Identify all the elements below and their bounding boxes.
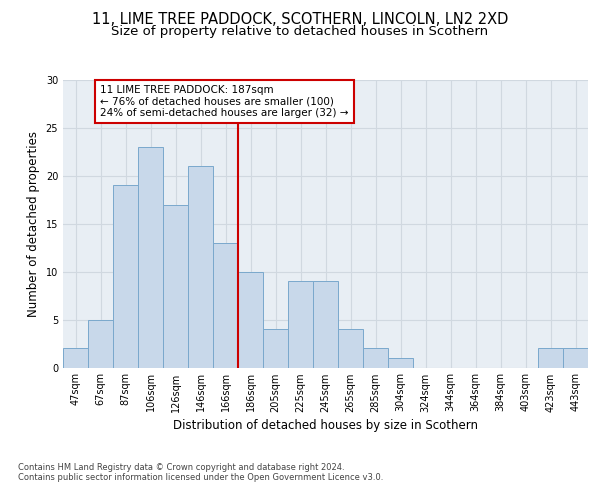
Bar	[88, 320, 113, 368]
Bar	[338, 329, 363, 368]
Bar	[113, 186, 138, 368]
Bar	[563, 348, 588, 368]
Y-axis label: Number of detached properties: Number of detached properties	[27, 130, 40, 317]
Bar	[538, 348, 563, 368]
Text: 11, LIME TREE PADDOCK, SCOTHERN, LINCOLN, LN2 2XD: 11, LIME TREE PADDOCK, SCOTHERN, LINCOLN…	[92, 12, 508, 28]
Bar	[363, 348, 388, 368]
Text: 11 LIME TREE PADDOCK: 187sqm
← 76% of detached houses are smaller (100)
24% of s: 11 LIME TREE PADDOCK: 187sqm ← 76% of de…	[101, 85, 349, 118]
Text: Contains HM Land Registry data © Crown copyright and database right 2024.
Contai: Contains HM Land Registry data © Crown c…	[18, 462, 383, 482]
Bar	[238, 272, 263, 368]
Bar	[63, 348, 88, 368]
Text: Size of property relative to detached houses in Scothern: Size of property relative to detached ho…	[112, 25, 488, 38]
Bar	[313, 281, 338, 368]
Bar	[138, 147, 163, 368]
Bar	[288, 281, 313, 368]
X-axis label: Distribution of detached houses by size in Scothern: Distribution of detached houses by size …	[173, 419, 478, 432]
Bar	[213, 243, 238, 368]
Bar	[188, 166, 213, 368]
Bar	[163, 204, 188, 368]
Bar	[388, 358, 413, 368]
Bar	[263, 329, 288, 368]
